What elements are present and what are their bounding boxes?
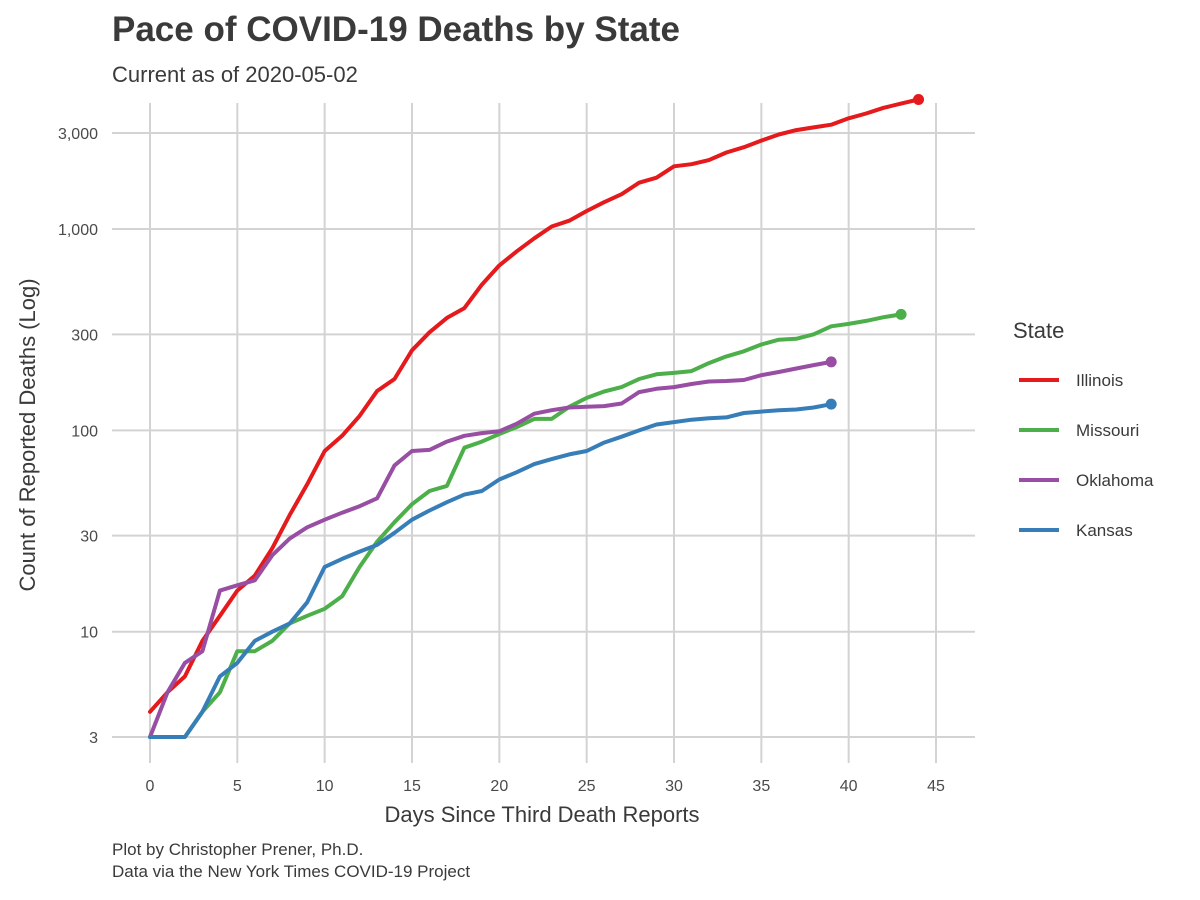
x-tick-label: 20 — [490, 778, 508, 795]
y-tick-label: 10 — [80, 625, 98, 642]
series-endpoint-illinois — [913, 94, 925, 106]
x-tick-label: 45 — [927, 778, 945, 795]
y-tick-label: 1,000 — [58, 222, 98, 239]
legend: State Illinois Missouri Oklahoma Kansas — [1013, 318, 1154, 540]
x-tick-label: 15 — [403, 778, 421, 795]
x-tick-label: 10 — [316, 778, 334, 795]
legend-label-illinois: Illinois — [1076, 371, 1123, 390]
x-tick-label: 30 — [665, 778, 683, 795]
x-axis-title: Days Since Third Death Reports — [384, 802, 699, 827]
series-line-illinois — [148, 97, 921, 714]
legend-title: State — [1013, 318, 1064, 343]
y-tick-label: 3 — [89, 730, 98, 747]
caption-author: Plot by Christopher Prener, Ph.D. — [112, 840, 364, 859]
y-tick-label: 100 — [71, 423, 98, 440]
x-tick-label: 40 — [840, 778, 858, 795]
caption-source: Data via the New York Times COVID-19 Pro… — [112, 862, 471, 881]
x-tick-label: 25 — [578, 778, 596, 795]
x-tick-label: 5 — [233, 778, 242, 795]
legend-label-kansas: Kansas — [1076, 521, 1133, 540]
x-tick-label: 0 — [146, 778, 155, 795]
y-tick-label: 3,000 — [58, 126, 98, 143]
series-lines — [148, 94, 925, 739]
series-line-missouri — [148, 312, 904, 739]
chart-title: Pace of COVID-19 Deaths by State — [112, 10, 680, 49]
series-endpoint-oklahoma — [825, 356, 837, 368]
y-tick-label: 300 — [71, 327, 98, 344]
series-endpoint-missouri — [895, 308, 907, 320]
tick-labels: 0 5 10 15 20 25 30 35 40 45 3 10 30 100 300 1,000 3,000 — [58, 126, 945, 795]
series-line-kansas — [148, 402, 834, 739]
legend-label-missouri: Missouri — [1076, 421, 1139, 440]
y-axis-title: Count of Reported Deaths (Log) — [15, 278, 40, 591]
series-endpoint-kansas — [825, 398, 837, 410]
y-tick-label: 30 — [80, 529, 98, 546]
chart-subtitle: Current as of 2020-05-02 — [112, 62, 358, 87]
legend-label-oklahoma: Oklahoma — [1076, 471, 1154, 490]
x-tick-label: 35 — [752, 778, 770, 795]
series-line-oklahoma — [148, 359, 834, 739]
grid-lines — [112, 103, 975, 763]
